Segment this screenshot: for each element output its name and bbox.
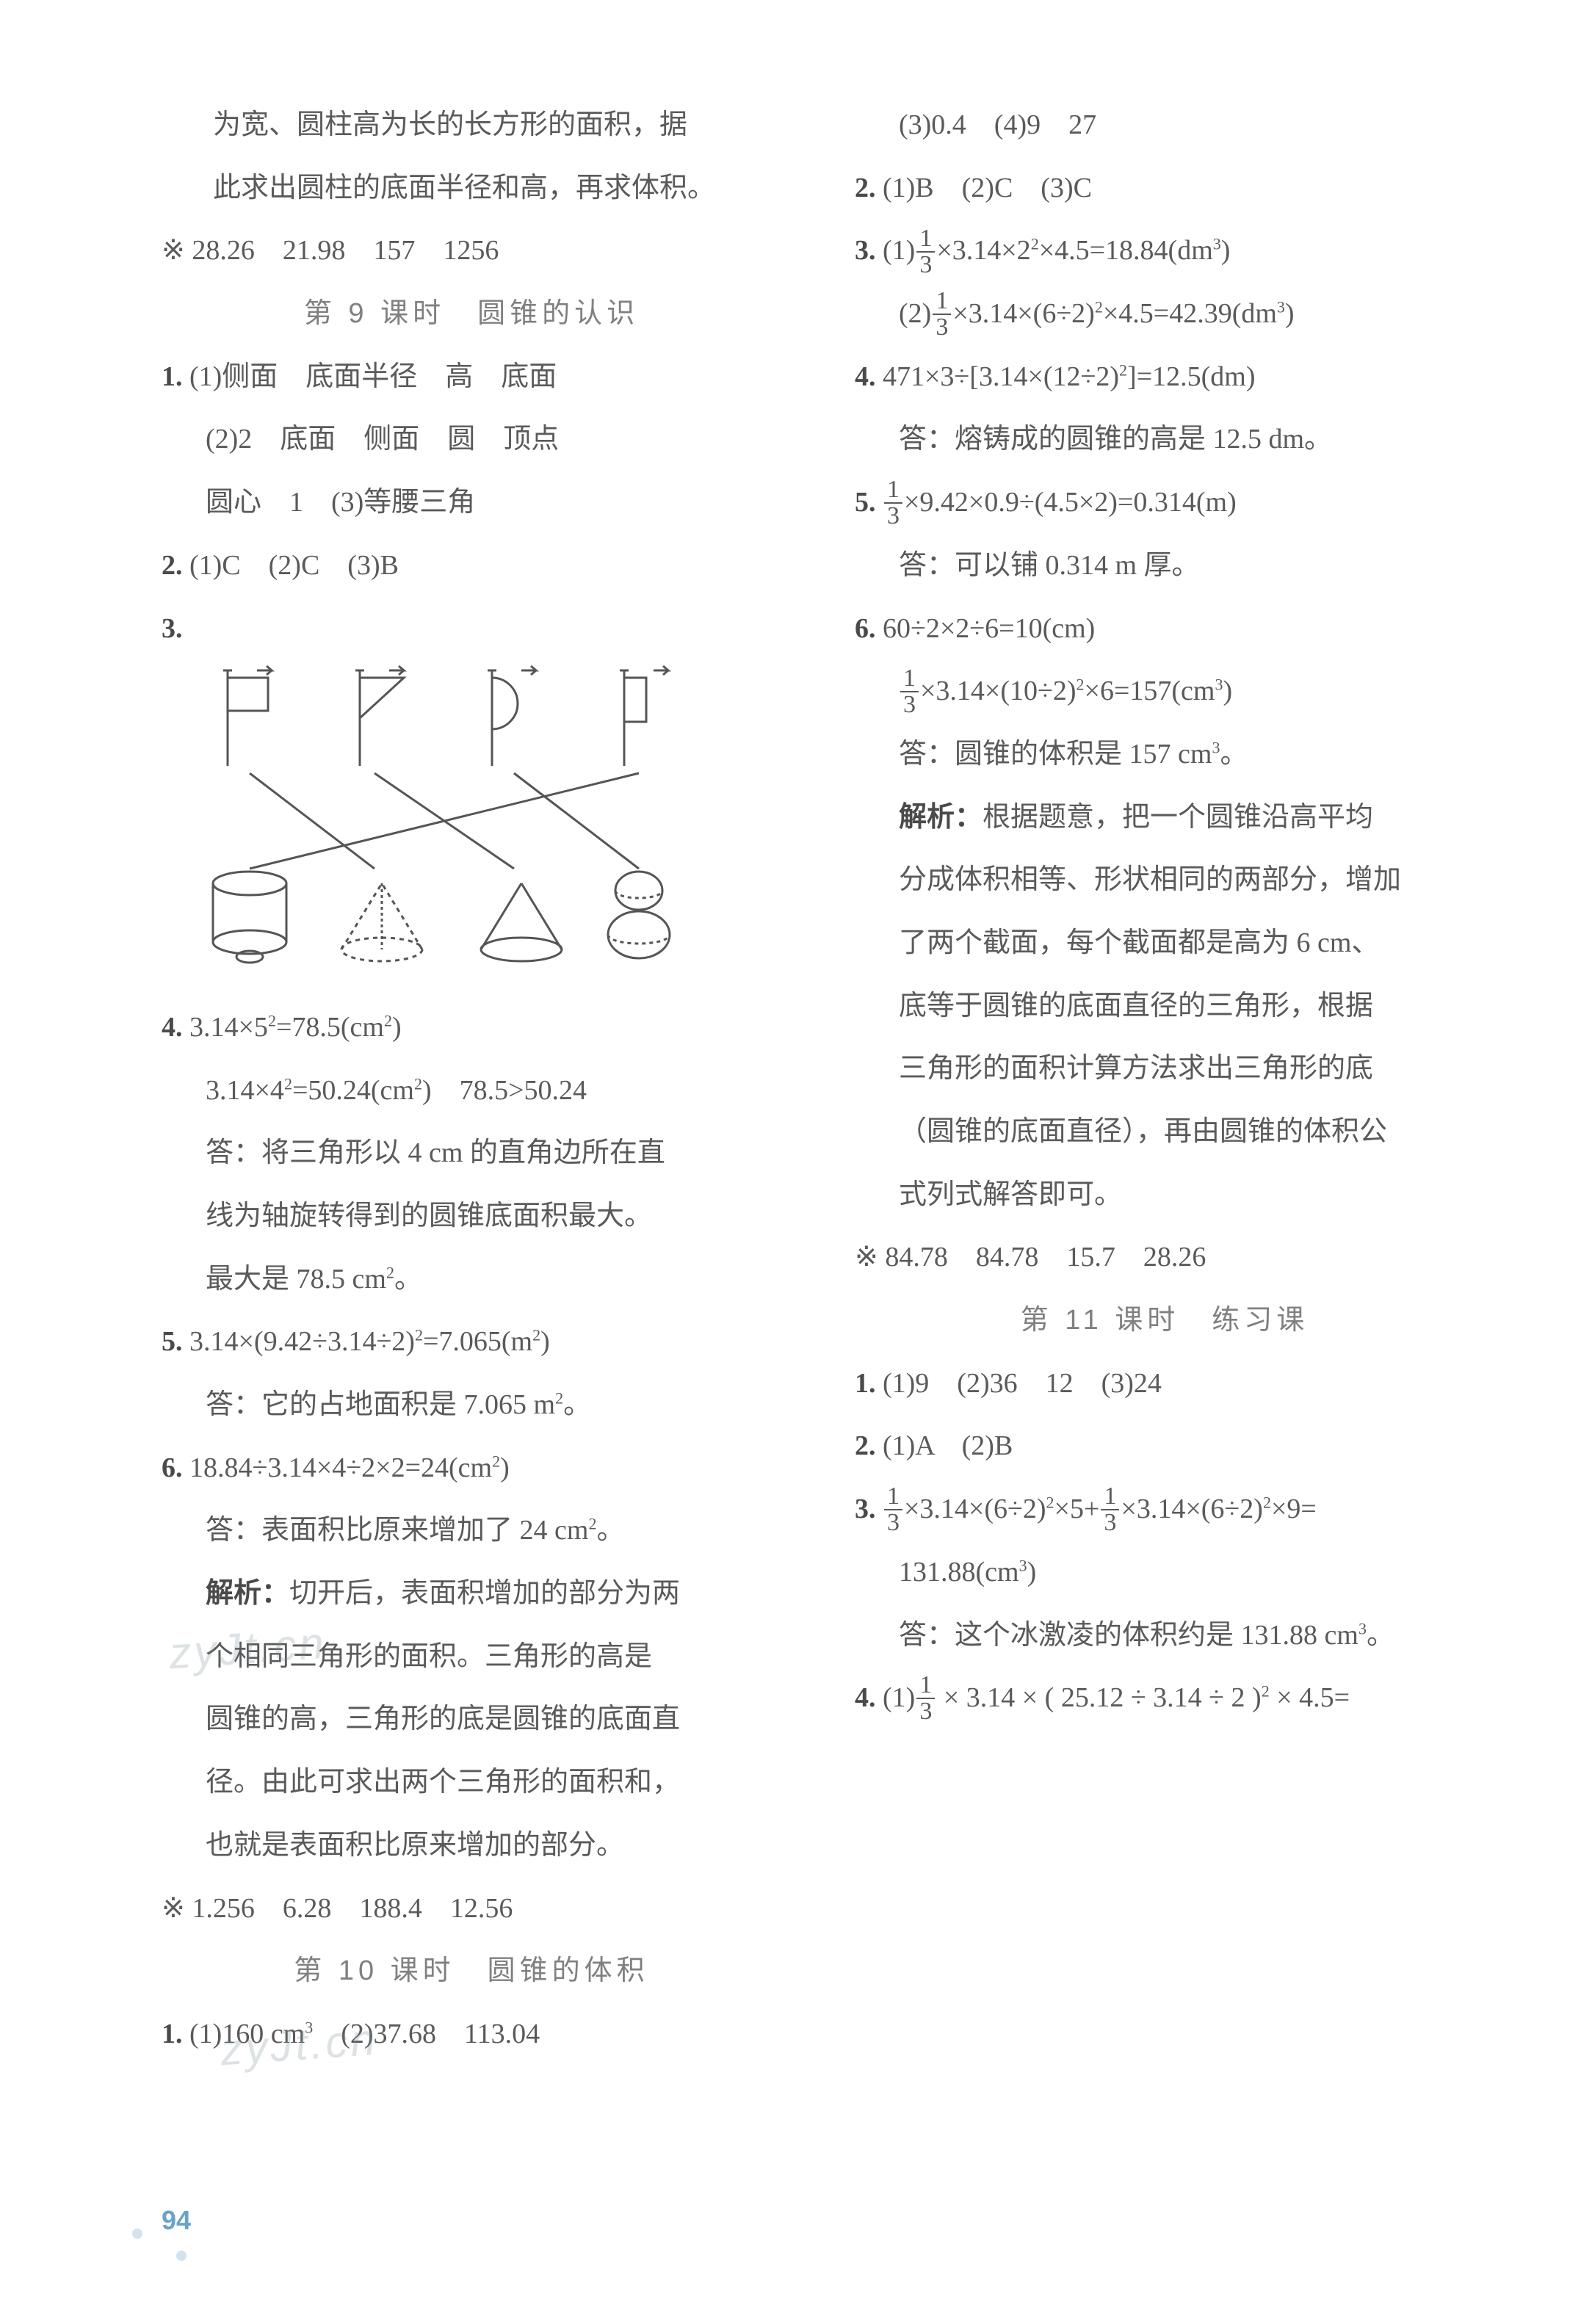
q6-line: 6. 18.84÷3.14×4÷2×2=24(cm2): [162, 1438, 781, 1499]
matching-svg: [206, 663, 705, 971]
q4-line: 4. 3.14×52=78.5(cm2): [162, 998, 781, 1058]
q6-analysis: 解析：切开后，表面积增加的部分为两: [162, 1564, 781, 1624]
cont-line: (3)0.4 (4)9 27: [855, 95, 1475, 156]
p3-line: 3. 13×3.14×(6÷2)2×5+13×3.14×(6÷2)2×9=: [855, 1480, 1475, 1540]
qnum: 2.: [855, 1430, 876, 1461]
qnum: 2.: [855, 173, 876, 203]
qnum: 4.: [855, 1682, 876, 1713]
fraction-one-third: 13: [900, 666, 919, 717]
q6-analysis: 圆锥的高，三角形的底是圆锥的底面直: [162, 1690, 781, 1750]
q4-line: 最大是 78.5 cm2。: [162, 1250, 781, 1310]
analysis-label: 解析：: [206, 1578, 289, 1609]
q3-matching-diagram: [206, 663, 781, 993]
q6-analysis: 三角形的面积计算方法求出三角形的底: [855, 1039, 1475, 1099]
fraction-one-third: 13: [884, 1484, 902, 1535]
text: ×9.42×0.9÷(4.5×2)=0.314(m): [904, 487, 1237, 518]
q5-line: 答：它的占地面积是 7.065 m2。: [162, 1375, 781, 1436]
qnum: 6.: [162, 1452, 183, 1483]
q5-line: 答：可以铺 0.314 m 厚。: [855, 536, 1475, 596]
text: 根据题意，把一个圆锥沿高平均: [983, 802, 1373, 833]
q1b-line: 1. (1)160 cm3 (2)37.68 113.04: [162, 2005, 781, 2065]
qnum: 2.: [162, 550, 183, 581]
p3-line: 答：这个冰激凌的体积约是 131.88 cm3。: [855, 1606, 1475, 1666]
qnum: 4.: [162, 1012, 183, 1043]
qnum: 6.: [855, 613, 876, 644]
star-answers: ※ 84.78 84.78 15.7 28.26: [855, 1228, 1475, 1288]
q4-line: 3.14×42=50.24(cm2) 78.5>50.24: [162, 1061, 781, 1121]
q6-line: 答：圆锥的体积是 157 cm3。: [855, 725, 1475, 785]
p1-line: 1. (1)9 (2)36 12 (3)24: [855, 1354, 1475, 1414]
page-number: 94: [162, 2205, 191, 2236]
q6-analysis: 径。由此可求出两个三角形的面积和，: [162, 1753, 781, 1813]
lesson-heading: 第 11 课时 练习课: [855, 1291, 1475, 1351]
q6-analysis: 式列式解答即可。: [855, 1165, 1475, 1226]
q6-line: 13×3.14×(10÷2)2×6=157(cm3): [855, 662, 1475, 722]
qnum: 1.: [162, 361, 183, 392]
analysis-label: 解析：: [899, 802, 983, 833]
q6-analysis: 底等于圆锥的底面直径的三角形，根据: [855, 977, 1475, 1037]
star-answers: ※ 28.26 21.98 157 1256: [162, 221, 781, 281]
q1-line: 1. 1. (1)侧面 底面半径 高 底面(1)侧面 底面半径 高 底面: [162, 347, 781, 408]
q4-line: 线为轴旋转得到的圆锥底面积最大。: [162, 1187, 781, 1247]
q4-line: 答：熔铸成的圆锥的高是 12.5 dm。: [855, 410, 1475, 470]
dot-icon: [132, 2229, 142, 2239]
q3-label: 3.: [162, 599, 781, 659]
p2-line: 2. (1)A (2)B: [855, 1416, 1475, 1477]
lesson-heading: 第 9 课时 圆锥的认识: [162, 284, 781, 344]
qnum: 5.: [162, 1326, 183, 1357]
q2-line: 2. (1)C (2)C (3)B: [162, 536, 781, 596]
q5-line: 5. 13×9.42×0.9÷(4.5×2)=0.314(m): [855, 473, 1475, 533]
dot-icon: [176, 2251, 187, 2261]
q6-analysis: 了两个截面，每个截面都是高为 6 cm、: [855, 913, 1475, 974]
q3-line: (2)13×3.14×(6÷2)2×4.5=42.39(dm3): [855, 284, 1475, 344]
right-column: (3)0.4 (4)9 27 2. (1)B (2)C (3)C 3. (1)1…: [855, 95, 1475, 2068]
qnum: 1.: [855, 1368, 876, 1399]
intro-line: 此求出圆柱的底面半径和高，再求体积。: [162, 159, 781, 219]
left-column: 为宽、圆柱高为长的长方形的面积，据 此求出圆柱的底面半径和高，再求体积。 ※ 2…: [162, 95, 781, 2068]
lesson-heading: 第 10 课时 圆锥的体积: [162, 1941, 781, 2002]
q6-analysis: 也就是表面积比原来增加的部分。: [162, 1816, 781, 1876]
fraction-one-third: 13: [916, 1673, 935, 1724]
q1-line: (2)2 底面 侧面 圆 顶点: [162, 410, 781, 470]
text: 切开后，表面积增加的部分为两: [289, 1578, 680, 1609]
q6-analysis: （圆锥的底面直径），再由圆锥的体积公: [855, 1102, 1475, 1162]
qnum: 5.: [855, 487, 876, 518]
q6-analysis: 解析：根据题意，把一个圆锥沿高平均: [855, 788, 1475, 848]
qnum: 3.: [855, 1494, 876, 1524]
q2-line: 2. (1)B (2)C (3)C: [855, 159, 1475, 219]
fraction-one-third: 13: [1101, 1484, 1119, 1535]
q6-analysis: 个相同三角形的面积。三角形的高是: [162, 1627, 781, 1687]
intro-line: 为宽、圆柱高为长的长方形的面积，据: [162, 95, 781, 156]
qnum: 4.: [855, 361, 876, 392]
q6-line: 答：表面积比原来增加了 24 cm2。: [162, 1501, 781, 1561]
q4-line: 答：将三角形以 4 cm 的直角边所在直: [162, 1123, 781, 1184]
star-answers: ※ 1.256 6.28 188.4 12.56: [162, 1879, 781, 1939]
q5-line: 5. 3.14×(9.42÷3.14÷2)2=7.065(m2): [162, 1312, 781, 1372]
qnum: 1.: [162, 2019, 183, 2049]
q3-line: 3. (1)13×3.14×22×4.5=18.84(dm3): [855, 221, 1475, 281]
qnum: 3.: [855, 235, 876, 266]
p4-line: 4. (1)13 × 3.14 × ( 25.12 ÷ 3.14 ÷ 2 )2 …: [855, 1668, 1475, 1728]
q6-analysis: 分成体积相等、形状相同的两部分，增加: [855, 850, 1475, 911]
q4-line: 4. 471×3÷[3.14×(12÷2)2]=12.5(dm): [855, 347, 1475, 408]
p3-line: 131.88(cm3): [855, 1543, 1475, 1603]
q6-line: 6. 60÷2×2÷6=10(cm): [855, 599, 1475, 659]
fraction-one-third: 13: [933, 289, 951, 340]
q1-line: 圆心 1 (3)等腰三角: [162, 473, 781, 533]
fraction-one-third: 13: [884, 477, 902, 529]
fraction-one-third: 13: [916, 226, 935, 278]
qnum: 3.: [162, 613, 183, 644]
